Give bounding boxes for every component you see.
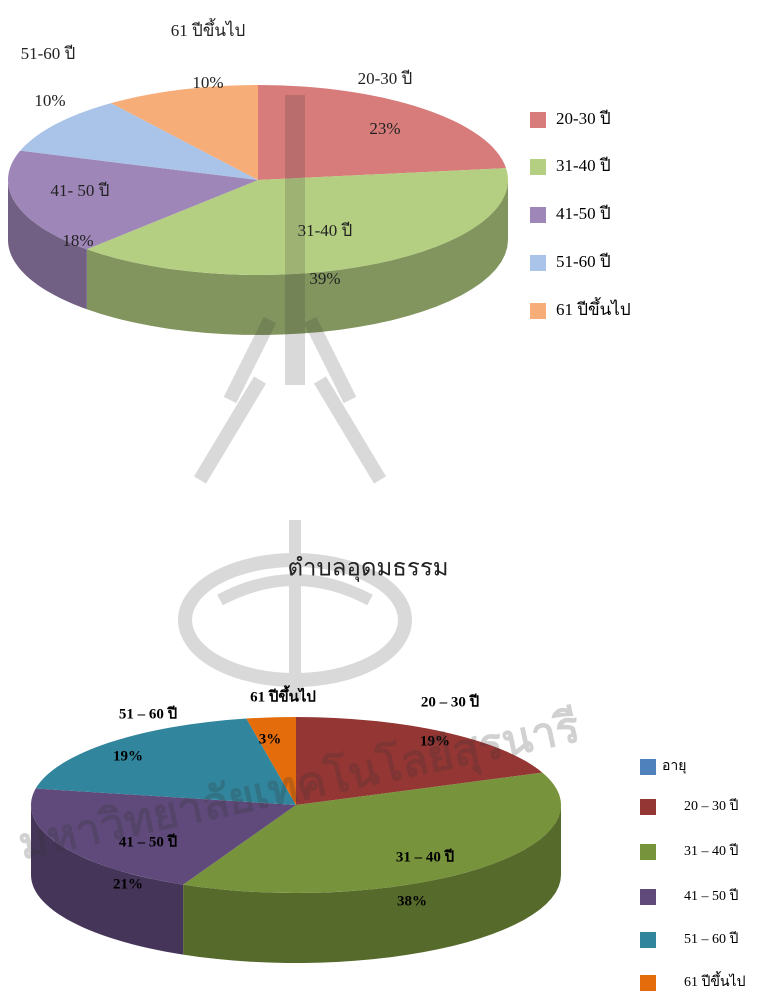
value-label: 18% bbox=[62, 231, 93, 250]
legend-label: 41 – 50 ปี bbox=[684, 888, 739, 904]
charts: 20-30 ปี 23% 20-30 ปี 31-40 ปี 39% 31-40 ปี 41… bbox=[7, 18, 746, 991]
legend-swatch bbox=[530, 207, 546, 223]
slice-label: 31-40 ปี bbox=[298, 221, 353, 240]
legend-swatch bbox=[640, 799, 656, 815]
slice-label: 20 – 30 ปี bbox=[421, 693, 479, 710]
slice-side bbox=[86, 180, 508, 335]
slice-label: 41- 50 ปี bbox=[51, 181, 110, 200]
slice bbox=[35, 718, 296, 805]
value-label: 19% bbox=[113, 748, 143, 764]
legend-label: 20 – 30 ปี bbox=[684, 798, 739, 814]
legend-swatch bbox=[640, 932, 656, 948]
value-label: 21% bbox=[113, 876, 143, 892]
slice bbox=[183, 772, 561, 893]
legend-swatch bbox=[530, 159, 546, 175]
watermark-logo bbox=[178, 95, 412, 700]
legend-swatch bbox=[530, 112, 546, 128]
value-label: 10% bbox=[192, 73, 223, 92]
value-label: 3% bbox=[259, 731, 282, 747]
slice bbox=[111, 85, 259, 180]
legend-swatch bbox=[640, 844, 656, 860]
slice bbox=[7, 150, 258, 250]
legend-swatch bbox=[640, 889, 656, 905]
value-label: 19% bbox=[420, 733, 450, 749]
legend-swatch bbox=[640, 759, 656, 775]
slice bbox=[86, 168, 509, 276]
legend-label: 51 – 60 ปี bbox=[684, 931, 739, 947]
value-label: 38% bbox=[397, 893, 427, 909]
slice-label: 20-30 ปี bbox=[358, 69, 413, 88]
value-label: 23% bbox=[369, 119, 400, 138]
slice-label: 41 – 50 ปี bbox=[119, 833, 177, 850]
chart-title: ตำบลอุดมธรรม bbox=[287, 556, 448, 583]
legend-label: 51-60 ปี bbox=[556, 252, 611, 271]
legend-label: 61 ปีขึ้นไป bbox=[684, 971, 746, 990]
slice-label: 51 – 60 ปี bbox=[119, 705, 177, 722]
slice-label: 61 ปีขึ้นไป bbox=[171, 18, 246, 40]
legend-label: อายุ bbox=[662, 759, 686, 774]
value-label: 39% bbox=[309, 269, 340, 288]
legend-label: 31 – 40 ปี bbox=[684, 843, 739, 859]
value-label: 10% bbox=[34, 91, 65, 110]
legend-swatch bbox=[530, 303, 546, 319]
legend-swatch bbox=[530, 255, 546, 271]
slice-side bbox=[31, 805, 184, 955]
legend-label: 31-40 ปี bbox=[556, 156, 611, 175]
legend-swatch bbox=[640, 975, 656, 991]
slice-label: 61 ปีขึ้นไป bbox=[250, 684, 316, 705]
legend-label: 20-30 ปี bbox=[556, 109, 611, 128]
legend-label: 41-50 ปี bbox=[556, 204, 611, 223]
slice-side bbox=[8, 180, 87, 310]
slice-label: 31 – 40 ปี bbox=[396, 848, 454, 865]
slice-label: 51-60 ปี bbox=[21, 44, 76, 63]
slice bbox=[258, 85, 507, 180]
slice bbox=[296, 717, 543, 805]
slice bbox=[246, 717, 296, 805]
slice bbox=[20, 103, 258, 180]
slice-side bbox=[183, 805, 561, 963]
legend-label: 61 ปีขึ้นไป bbox=[556, 297, 631, 319]
slice bbox=[30, 788, 296, 885]
